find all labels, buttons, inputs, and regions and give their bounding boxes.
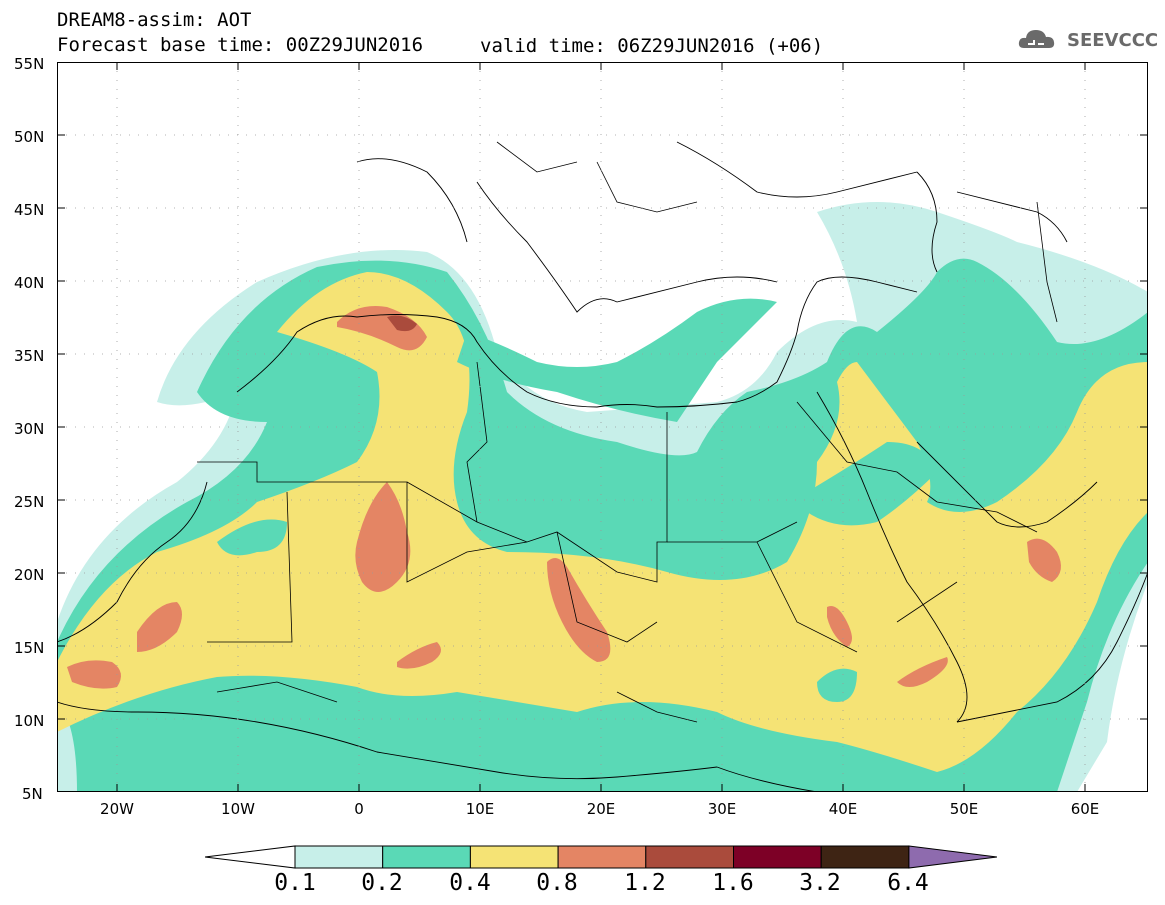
colorbar-box <box>469 845 559 869</box>
aot-max-algeria-south <box>355 482 411 592</box>
lat-label: 30N <box>14 420 45 438</box>
lat-label: 10N <box>14 712 45 730</box>
aot-max-dark-algeria <box>387 315 417 332</box>
aot-patch-teal-east <box>807 442 937 526</box>
cloud-icon <box>1018 30 1055 48</box>
colorbar-label: 1.2 <box>624 870 666 896</box>
forecast-base-time: Forecast base time: 00Z29JUN2016 <box>57 34 424 56</box>
lon-label: 0 <box>354 800 364 818</box>
borders <box>197 141 1058 723</box>
colorbar-label: 1.6 <box>712 870 754 896</box>
lat-label: 50N <box>14 128 45 146</box>
aot-max-mauritania <box>137 602 182 652</box>
aot-max-oman <box>1027 538 1061 582</box>
colorbar-box <box>294 845 384 869</box>
colorbar-label: 3.2 <box>799 870 841 896</box>
valid-time: valid time: 06Z29JUN2016 (+06) <box>480 35 824 57</box>
lat-label: 45N <box>14 201 45 219</box>
aot-patch-teal-center <box>457 298 777 422</box>
colorbar-label: 0.4 <box>449 870 491 896</box>
lat-label: 20N <box>14 566 45 584</box>
colorbar-box <box>733 845 822 869</box>
lat-label: 55N <box>14 55 45 73</box>
lon-label: 10E <box>465 800 495 818</box>
colorbar-box <box>557 845 647 869</box>
colorbar-arrow-left <box>205 845 296 869</box>
colorbar-arrow-right <box>908 845 997 869</box>
lat-label: 40N <box>14 274 45 292</box>
aot-max-yemen <box>897 657 948 687</box>
colorbar-box <box>820 845 910 869</box>
lon-label: 10W <box>221 800 255 818</box>
map-title: DREAM8-assim: AOT <box>57 9 252 31</box>
lon-label: 20W <box>100 800 134 818</box>
lon-label: 30E <box>707 800 737 818</box>
colorbar-legend <box>205 845 997 869</box>
aot-max-sudan <box>827 606 852 647</box>
aot-patch-teal-africa <box>817 668 857 702</box>
aot-max-senegal <box>67 660 121 689</box>
colorbar-label: 0.8 <box>536 870 578 896</box>
aot-patch-teal-west <box>217 519 287 556</box>
lat-label: 35N <box>14 347 45 365</box>
colorbar-box <box>382 845 471 869</box>
lon-label: 60E <box>1070 800 1100 818</box>
lon-label: 50E <box>949 800 979 818</box>
lat-label: 25N <box>14 493 45 511</box>
lat-label: 15N <box>14 639 45 657</box>
lon-label: 40E <box>828 800 858 818</box>
lat-label: 5N <box>22 785 43 803</box>
colorbar-label: 0.1 <box>274 870 316 896</box>
aot-max-niger <box>397 642 441 669</box>
colorbar-box <box>645 845 734 869</box>
lon-label: 20E <box>586 800 616 818</box>
aot-map <box>57 62 1148 792</box>
coastlines <box>57 141 1148 792</box>
aot-max-libya <box>547 558 611 662</box>
colorbar-label: 6.4 <box>887 870 929 896</box>
logo-text: SEEVCCC <box>1067 30 1159 51</box>
colorbar-label: 0.2 <box>361 870 403 896</box>
aot-band-0.4 <box>57 272 1148 772</box>
